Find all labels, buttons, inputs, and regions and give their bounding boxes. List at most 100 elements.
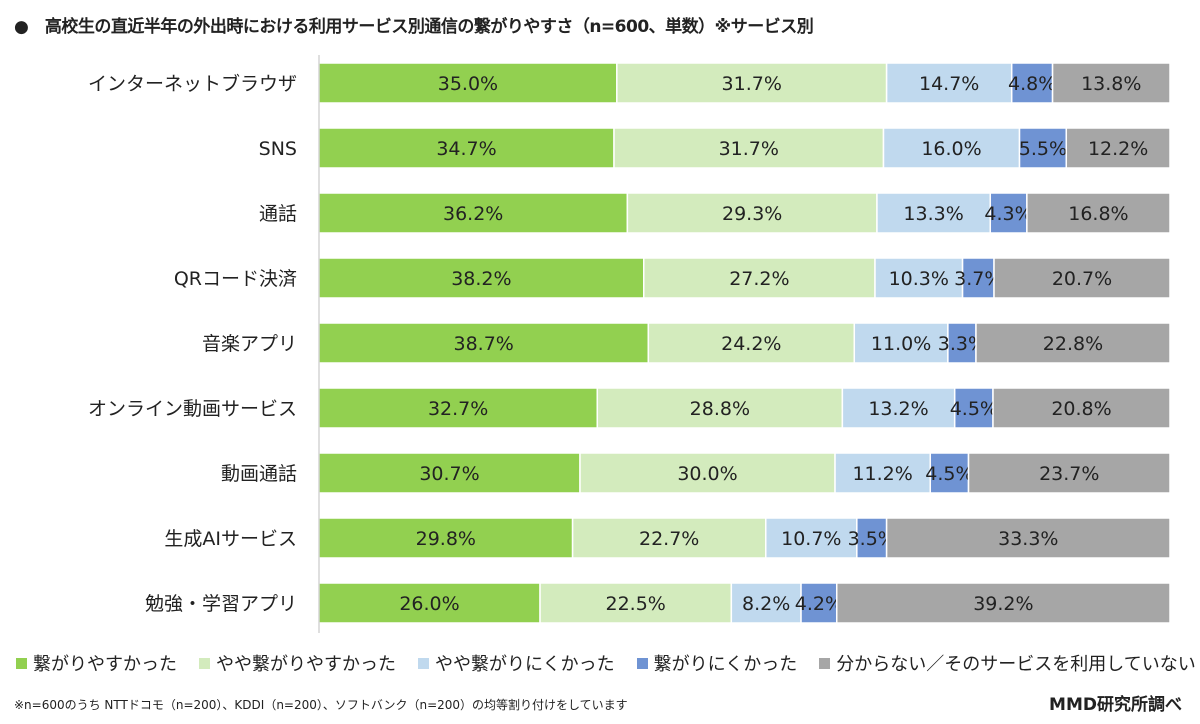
legend-swatch: [418, 657, 429, 669]
data-label: 38.2%: [451, 268, 511, 290]
data-label: 39.2%: [973, 593, 1033, 615]
bar-segment: [975, 322, 1171, 364]
data-label: 13.3%: [903, 203, 963, 225]
data-label: 16.8%: [1068, 203, 1128, 225]
bar-segment: [882, 127, 1021, 169]
data-label: 10.3%: [889, 268, 949, 290]
data-label: 16.0%: [921, 138, 981, 160]
data-label: 11.2%: [852, 463, 912, 485]
data-label: 35.0%: [438, 73, 498, 95]
legend-label: やや繋がりやすかった: [216, 654, 396, 675]
bar-segment: [616, 62, 888, 104]
bar-segment: [1026, 192, 1171, 234]
legend: 繋がりやすかった やや繋がりやすかった やや繋がりにくかった 繋がりにくかった 分からな…: [16, 650, 1196, 676]
data-label: 13.8%: [1081, 73, 1141, 95]
bar-segment: [730, 582, 802, 624]
data-label: 24.2%: [721, 333, 781, 355]
legend-label: 繋がりやすかった: [33, 654, 177, 675]
legend-item: やや繋がりにくかった: [418, 650, 615, 676]
category-label: 勉強・学習アプリ: [145, 593, 297, 615]
data-label: 4.5%: [950, 398, 998, 420]
data-label: 32.7%: [428, 398, 488, 420]
category-label: QRコード決済: [174, 268, 297, 290]
data-label: 4.5%: [925, 463, 973, 485]
data-label: 31.7%: [719, 138, 779, 160]
bar-segment: [579, 452, 836, 494]
data-label: 5.5%: [1019, 138, 1067, 160]
bar-segment: [876, 192, 992, 234]
data-label: 3.7%: [954, 268, 1002, 290]
bar-segment: [539, 582, 733, 624]
data-label: 38.7%: [453, 333, 513, 355]
legend-item: 分からない／そのサービスを利用していない: [819, 650, 1196, 676]
data-label: 8.2%: [742, 593, 790, 615]
category-label: 通話: [259, 203, 297, 225]
legend-swatch: [636, 657, 648, 669]
data-label: 4.3%: [984, 203, 1032, 225]
bar-segment: [318, 127, 615, 169]
bar-segment: [929, 452, 970, 494]
data-label: 13.2%: [868, 398, 928, 420]
data-label: 34.7%: [436, 138, 496, 160]
data-label: 22.5%: [606, 593, 666, 615]
bar-segment: [800, 582, 838, 624]
bar-segment: [992, 387, 1171, 429]
legend-label: 繋がりにくかった: [653, 654, 798, 675]
bar-segment: [841, 387, 956, 429]
data-label: 22.8%: [1043, 333, 1103, 355]
bar-segment: [853, 322, 949, 364]
category-label: 音楽アプリ: [202, 333, 297, 355]
bar-segment: [318, 387, 599, 429]
data-label: 22.7%: [639, 528, 699, 550]
bar-segment: [318, 192, 629, 234]
footnote: ※n=600のうち NTTドコモ（n=200）、KDDI（n=200）、ソフトバ…: [14, 698, 628, 712]
data-label: 30.0%: [677, 463, 737, 485]
data-label: 12.2%: [1088, 138, 1148, 160]
category-label: 動画通話: [221, 463, 297, 485]
data-label: 23.7%: [1039, 463, 1099, 485]
bar-segment: [1065, 127, 1171, 169]
legend-swatch: [199, 657, 210, 669]
bar-segment: [613, 127, 885, 169]
data-label: 11.0%: [871, 333, 931, 355]
data-label: 36.2%: [443, 203, 503, 225]
bar-segment: [885, 517, 1171, 559]
legend-label: 分からない／そのサービスを利用していない: [836, 654, 1196, 675]
bar-segment: [989, 192, 1028, 234]
bar-segment: [318, 582, 541, 624]
data-label: 4.2%: [795, 593, 843, 615]
bar-segment: [953, 387, 994, 429]
bar-segment: [967, 452, 1171, 494]
bar-segment: [647, 322, 856, 364]
source-credit: MMD研究所調べ: [1049, 695, 1182, 715]
legend-item: やや繋がりやすかった: [199, 650, 396, 676]
category-label: 生成AIサービス: [164, 528, 297, 550]
category-label: インターネットブラウザ: [88, 72, 297, 95]
legend-swatch: [16, 657, 27, 669]
data-label: 20.7%: [1052, 268, 1112, 290]
data-label: 33.3%: [998, 528, 1058, 550]
data-label: 10.7%: [781, 528, 841, 550]
legend-item: 繋がりやすかった: [16, 650, 177, 676]
bar-segment: [1018, 127, 1068, 169]
bar-segment: [961, 257, 995, 299]
bar-segment: [835, 582, 1171, 624]
data-label: 3.5%: [848, 528, 896, 550]
category-label: SNS: [259, 138, 297, 160]
legend-item: 繋がりにくかった: [636, 650, 798, 676]
data-label: 29.8%: [416, 528, 476, 550]
data-label: 29.3%: [722, 203, 782, 225]
data-label: 26.0%: [399, 593, 459, 615]
data-label: 31.7%: [722, 73, 782, 95]
data-label: 3.3%: [938, 333, 986, 355]
bar-segment: [993, 257, 1171, 299]
data-label: 30.7%: [419, 463, 479, 485]
data-label: 27.2%: [729, 268, 789, 290]
bar-segment: [1051, 62, 1171, 104]
bar-segment: [626, 192, 878, 234]
legend-label: やや繋がりにくかった: [435, 654, 615, 675]
data-label: 4.8%: [1008, 73, 1056, 95]
category-label: オンライン動画サービス: [88, 398, 297, 420]
bar-segment: [874, 257, 964, 299]
